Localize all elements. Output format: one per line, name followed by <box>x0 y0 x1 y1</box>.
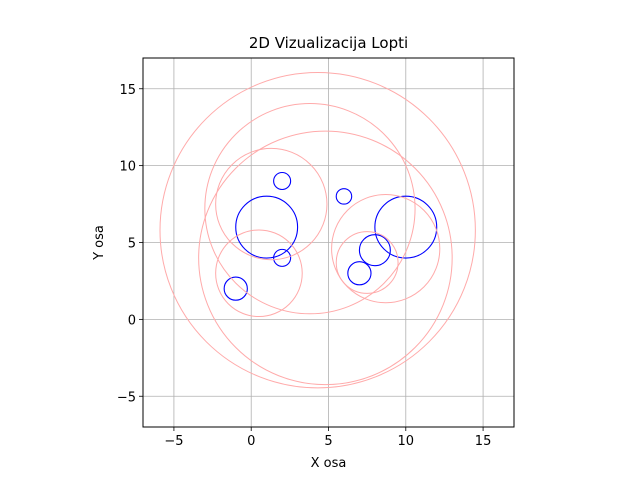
y-tick-label: 5 <box>128 237 136 252</box>
grid <box>143 58 514 427</box>
ball-circle <box>273 171 292 191</box>
ball-circle <box>273 248 292 267</box>
ball-circle <box>235 195 299 259</box>
bound-circle <box>215 147 328 261</box>
x-tick-label: 0 <box>247 434 255 449</box>
ball-circle <box>223 276 248 301</box>
y-tick-label: −5 <box>117 390 136 405</box>
ball-circle <box>335 188 353 205</box>
x-tick-label: 5 <box>324 434 332 449</box>
plot-area <box>159 72 476 389</box>
y-tick-label: 15 <box>119 83 136 98</box>
ball-circle <box>374 195 438 259</box>
y-tick-label: 10 <box>119 160 136 175</box>
x-tick-label: −5 <box>164 434 183 449</box>
ball-circle <box>347 261 372 286</box>
y-tick-label: 0 <box>128 313 136 328</box>
chart-title: 2D Vizualizacija Lopti <box>249 34 408 52</box>
bound-circle <box>204 103 416 315</box>
bound-circle <box>215 229 303 318</box>
x-tick-label: 15 <box>475 434 492 449</box>
ball-circle <box>358 234 391 267</box>
bound-circle <box>198 130 453 386</box>
x-tick-label: 10 <box>398 434 415 449</box>
bound-circle <box>335 231 399 294</box>
ticks: −5 0 5 10 15 −5 0 5 10 15 <box>117 83 492 449</box>
bound-circle <box>159 72 476 389</box>
x-axis-label: X osa <box>311 456 347 471</box>
y-axis-label: Y osa <box>92 225 107 261</box>
bound-circle <box>331 194 441 304</box>
